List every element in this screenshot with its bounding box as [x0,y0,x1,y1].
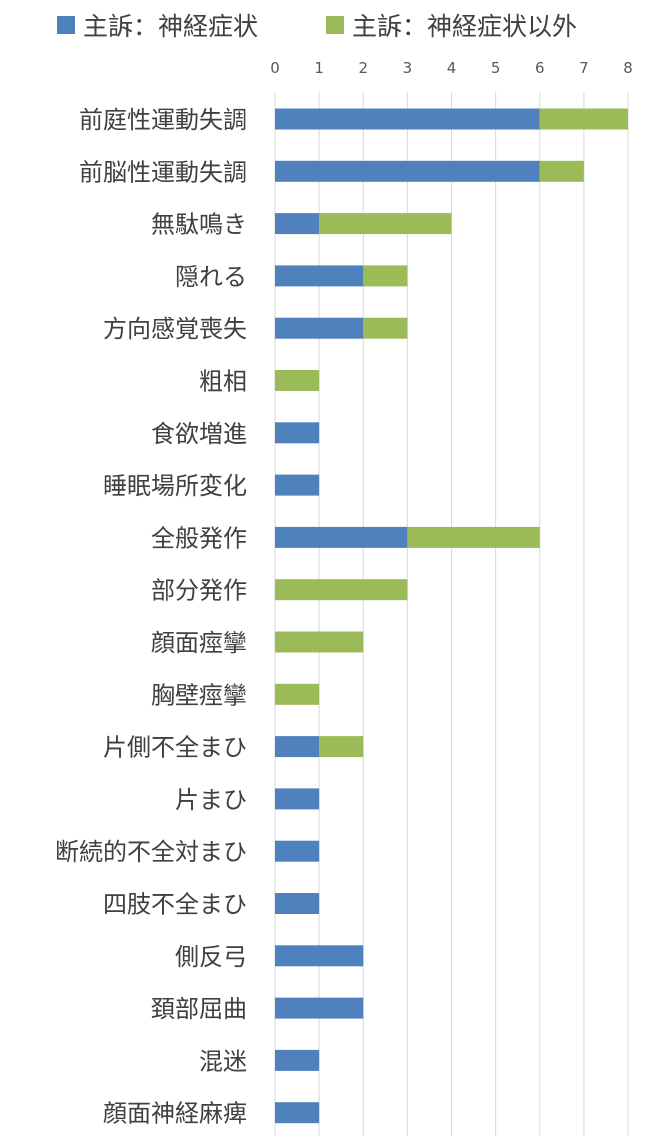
bar-series-1 [275,213,320,235]
category-label: 全般発作 [151,524,247,552]
bar-series-2 [275,579,408,601]
gridlines [274,92,629,1136]
bar-series-1 [275,893,320,914]
category-label: 睡眠場所変化 [103,472,247,500]
bar-series-1 [275,736,320,758]
bar-series-1 [275,265,364,287]
bar-series-1 [275,108,540,130]
legend: 主訴：神経症状 主訴：神経症状以外 [57,12,577,41]
bar-series-1 [275,1049,320,1071]
bar-series-2 [407,526,540,548]
bar-series-2 [275,370,320,391]
bar-series-1 [275,945,364,967]
bar-series-2 [539,160,584,182]
x-tick-label: 5 [491,59,501,77]
bar-series-1 [275,788,320,810]
legend-swatch-series-2 [326,16,344,34]
bar-series-1 [275,422,320,444]
bar-series-1 [275,1102,320,1124]
bar-series-2 [363,265,408,287]
x-tick-label: 2 [358,59,368,77]
legend-label-series-2: 主訴：神経症状以外 [352,12,577,41]
bar-series-2 [539,108,628,130]
category-label: 粗相 [199,368,247,396]
category-label: 方向感覚喪失 [103,315,247,343]
category-label: 側反弓 [175,943,247,971]
x-tick-label: 8 [623,59,633,77]
category-label: 食欲増進 [151,420,247,448]
legend-label-series-1: 主訴：神経症状 [83,12,258,41]
x-tick-label: 3 [403,59,413,77]
x-tick-label: 0 [270,59,280,77]
bar-series-2 [319,736,364,758]
category-label: 前庭性運動失調 [79,106,247,134]
x-axis-ticks: 0 1 2 3 4 5 6 7 8 [270,59,633,77]
bar-series-1 [275,526,408,548]
category-label: 片まひ [175,786,247,814]
category-label: 隠れる [175,263,247,291]
bars [275,108,628,1124]
bar-series-1 [275,317,364,339]
bar-series-1 [275,997,364,1019]
category-label: 顔面痙攣 [151,629,247,657]
category-label: 無駄鳴き [151,211,247,239]
x-tick-label: 7 [579,59,589,77]
bar-series-1 [275,160,540,182]
x-tick-label: 6 [535,59,545,77]
legend-swatch-series-1 [57,16,75,34]
bar-series-2 [319,213,452,235]
bar-series-2 [363,317,408,339]
x-tick-label: 4 [447,59,457,77]
bar-series-1 [275,840,320,862]
category-label: 前脳性運動失調 [79,158,247,186]
category-label: 部分発作 [151,577,247,605]
category-label: 顔面神経麻痺 [103,1100,247,1128]
category-label: 断続的不全対まひ [55,838,247,866]
category-label: 頚部屈曲 [151,995,247,1023]
x-tick-label: 1 [314,59,324,77]
category-label: 四肢不全まひ [103,891,247,919]
category-label: 胸壁痙攣 [151,681,247,709]
category-label: 混迷 [199,1047,247,1075]
category-labels: 前庭性運動失調前脳性運動失調無駄鳴き隠れる方向感覚喪失粗相食欲増進睡眠場所変化全… [55,106,247,1128]
bar-series-1 [275,474,320,496]
bar-series-2 [275,631,364,653]
bar-series-2 [275,683,320,705]
category-label: 片側不全まひ [103,734,247,762]
